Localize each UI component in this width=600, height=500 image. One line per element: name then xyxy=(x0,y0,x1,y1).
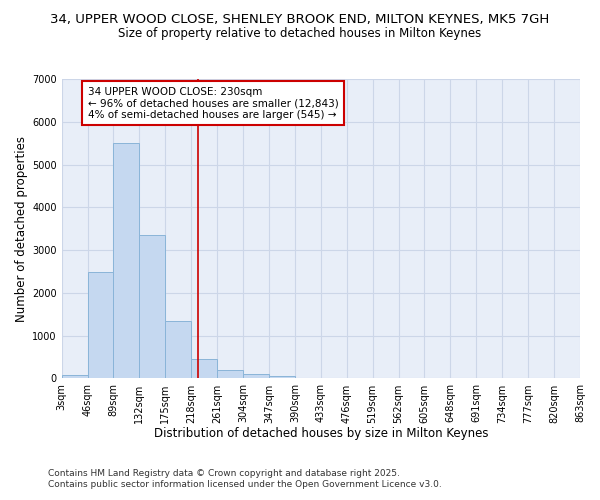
Bar xyxy=(88,272,113,378)
Text: 34 UPPER WOOD CLOSE: 230sqm
← 96% of detached houses are smaller (12,843)
4% of : 34 UPPER WOOD CLOSE: 230sqm ← 96% of det… xyxy=(88,86,338,120)
Text: Contains HM Land Registry data © Crown copyright and database right 2025.: Contains HM Land Registry data © Crown c… xyxy=(48,468,400,477)
Text: Contains public sector information licensed under the Open Government Licence v3: Contains public sector information licen… xyxy=(48,480,442,489)
Bar xyxy=(113,143,139,378)
Bar xyxy=(217,370,243,378)
Text: 34, UPPER WOOD CLOSE, SHENLEY BROOK END, MILTON KEYNES, MK5 7GH: 34, UPPER WOOD CLOSE, SHENLEY BROOK END,… xyxy=(50,12,550,26)
Text: Size of property relative to detached houses in Milton Keynes: Size of property relative to detached ho… xyxy=(118,28,482,40)
Y-axis label: Number of detached properties: Number of detached properties xyxy=(15,136,28,322)
Bar xyxy=(269,376,295,378)
Bar xyxy=(166,320,191,378)
X-axis label: Distribution of detached houses by size in Milton Keynes: Distribution of detached houses by size … xyxy=(154,427,488,440)
Bar xyxy=(62,375,88,378)
Bar xyxy=(191,359,217,378)
Bar xyxy=(243,374,269,378)
Bar xyxy=(139,235,166,378)
